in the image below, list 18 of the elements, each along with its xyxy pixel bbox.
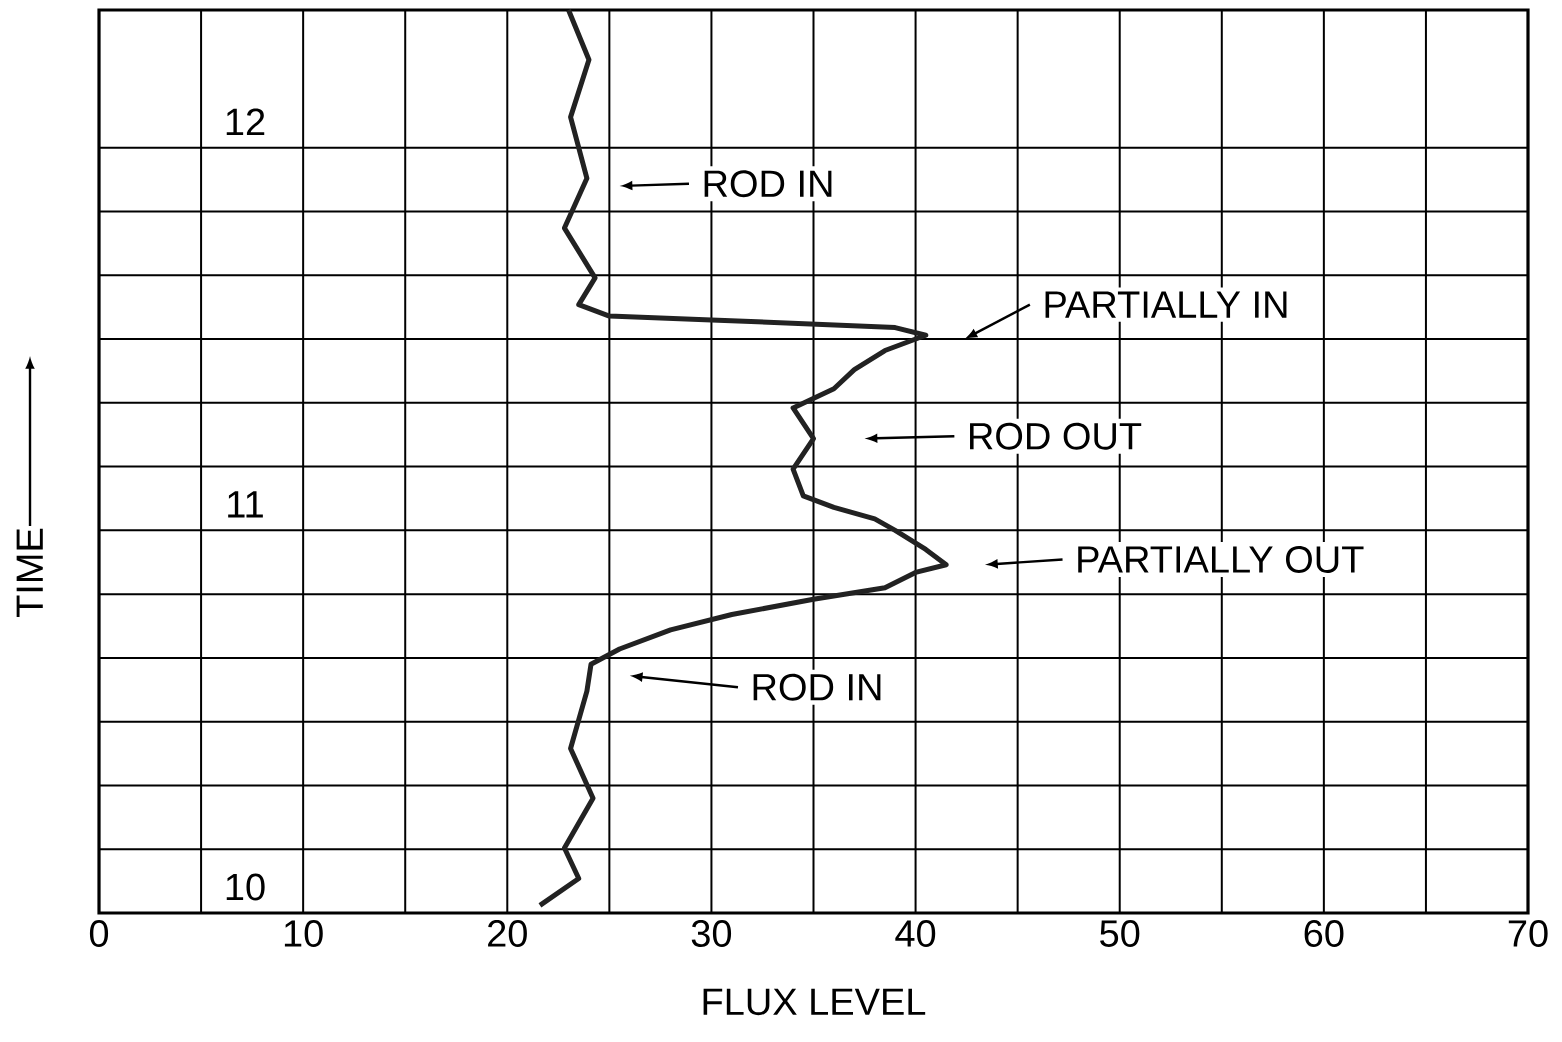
annotation: ROD IN: [753, 673, 881, 701]
annotation: ROD OUT: [970, 422, 1142, 450]
y-tick-label: 11: [228, 491, 263, 518]
annotation: PARTIALLY IN: [1045, 291, 1287, 318]
x-tick-label: 60: [1304, 920, 1344, 947]
x-tick-label: 40: [895, 920, 936, 947]
x-tick-label: 0: [89, 920, 109, 947]
y-tick-label: 10: [226, 873, 265, 901]
annotation: ROD IN: [704, 170, 832, 198]
x-tick-label: 70: [1508, 920, 1548, 947]
y-axis-title: TIME: [16, 528, 43, 618]
x-tick-label: 50: [1100, 920, 1140, 947]
x-tick-label: 10: [284, 920, 323, 947]
x-tick-label: 20: [488, 920, 527, 947]
x-axis-title: FLUX LEVEL: [703, 988, 926, 1016]
x-tick-label: 30: [691, 920, 732, 947]
annotation: PARTIALLY OUT: [1078, 545, 1364, 573]
y-tick-label: 12: [226, 108, 265, 135]
